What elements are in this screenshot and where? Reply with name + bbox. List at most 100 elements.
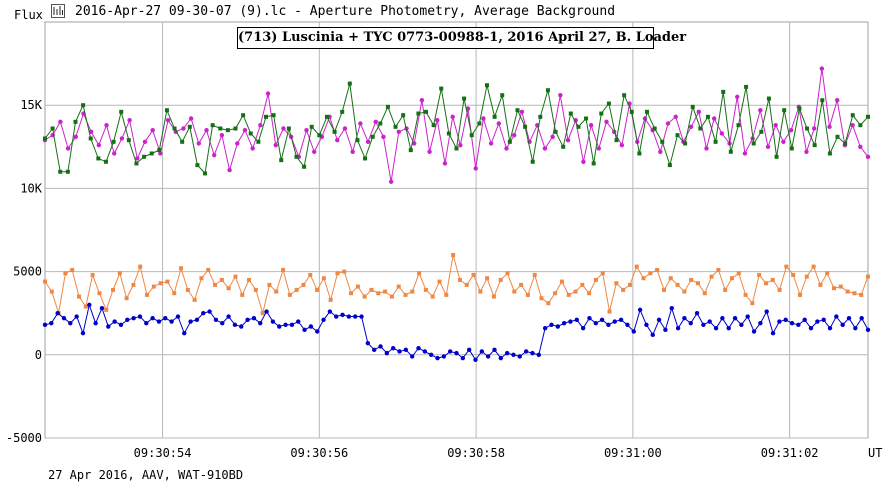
data-point — [660, 139, 665, 144]
data-point — [182, 330, 187, 336]
data-point — [312, 149, 317, 154]
data-point — [766, 96, 771, 101]
data-point — [294, 287, 299, 292]
data-point — [550, 134, 555, 140]
data-point — [821, 317, 826, 323]
data-point — [99, 306, 105, 311]
data-point — [118, 322, 124, 328]
data-point — [256, 139, 261, 144]
series-1 — [43, 81, 870, 176]
data-point — [240, 292, 245, 297]
data-point — [226, 286, 231, 291]
data-point — [253, 287, 258, 292]
data-point — [181, 126, 186, 131]
data-point — [247, 277, 252, 282]
data-point — [350, 149, 355, 154]
data-point — [777, 319, 782, 324]
data-point — [485, 354, 491, 359]
data-point — [179, 266, 184, 271]
data-point — [631, 329, 636, 334]
data-point — [656, 317, 662, 323]
data-point — [454, 350, 459, 356]
data-point — [42, 322, 48, 328]
data-point — [218, 126, 223, 131]
data-point — [498, 277, 503, 282]
data-point — [388, 179, 394, 184]
data-point — [117, 271, 122, 276]
data-point — [811, 126, 817, 131]
data-point — [781, 139, 786, 145]
data-point — [235, 141, 240, 146]
data-point — [328, 297, 333, 302]
data-point — [187, 124, 192, 129]
data-point — [536, 352, 541, 357]
data-point — [723, 287, 728, 292]
data-point — [150, 127, 155, 133]
data-point — [668, 276, 673, 281]
data-point — [840, 322, 845, 328]
chart-window-icon[interactable] — [51, 4, 65, 18]
x-axis-title: UT — [868, 446, 883, 460]
data-point — [263, 114, 268, 119]
data-point — [519, 282, 524, 287]
data-point — [758, 320, 763, 326]
data-point — [789, 320, 795, 326]
data-point — [473, 357, 478, 362]
data-point — [705, 114, 710, 119]
data-point — [372, 347, 377, 353]
data-point — [648, 271, 653, 276]
data-point — [393, 124, 398, 129]
data-point — [606, 322, 611, 328]
data-point — [811, 264, 816, 269]
data-point — [165, 279, 170, 284]
data-point — [104, 307, 109, 312]
data-point — [381, 134, 386, 140]
data-point — [451, 252, 456, 257]
data-point — [416, 111, 421, 116]
data-point — [58, 169, 63, 174]
data-point — [435, 355, 440, 361]
data-point — [802, 317, 807, 323]
data-point — [373, 119, 378, 125]
data-point — [505, 271, 510, 276]
data-point — [614, 281, 619, 286]
data-point — [309, 124, 314, 129]
data-point — [439, 86, 444, 91]
data-point — [599, 317, 605, 323]
data-point — [435, 117, 440, 123]
data-point — [713, 139, 718, 144]
data-point — [370, 134, 375, 139]
data-point — [675, 282, 680, 287]
data-point — [355, 138, 360, 143]
data-point — [673, 114, 678, 120]
data-point — [568, 111, 573, 116]
data-point — [827, 124, 832, 130]
data-point — [68, 320, 73, 326]
data-point — [201, 311, 206, 316]
data-point — [342, 269, 347, 274]
data-point — [835, 134, 840, 139]
data-point — [376, 291, 381, 296]
data-point — [625, 322, 630, 328]
data-point — [93, 320, 98, 326]
data-point — [112, 151, 117, 156]
data-point — [805, 126, 810, 131]
data-point — [196, 141, 202, 146]
data-point — [573, 289, 578, 294]
data-point — [450, 114, 455, 120]
data-point — [539, 296, 544, 301]
data-point — [308, 272, 313, 277]
data-point — [612, 319, 617, 324]
data-point — [732, 315, 738, 321]
data-point — [396, 284, 401, 289]
data-point — [43, 279, 47, 284]
data-point — [365, 340, 371, 346]
data-point — [479, 349, 485, 354]
data-point — [346, 314, 352, 319]
data-point — [815, 319, 820, 324]
data-point — [308, 324, 314, 329]
data-point — [250, 146, 255, 151]
data-point — [315, 329, 320, 334]
data-point — [574, 317, 579, 323]
